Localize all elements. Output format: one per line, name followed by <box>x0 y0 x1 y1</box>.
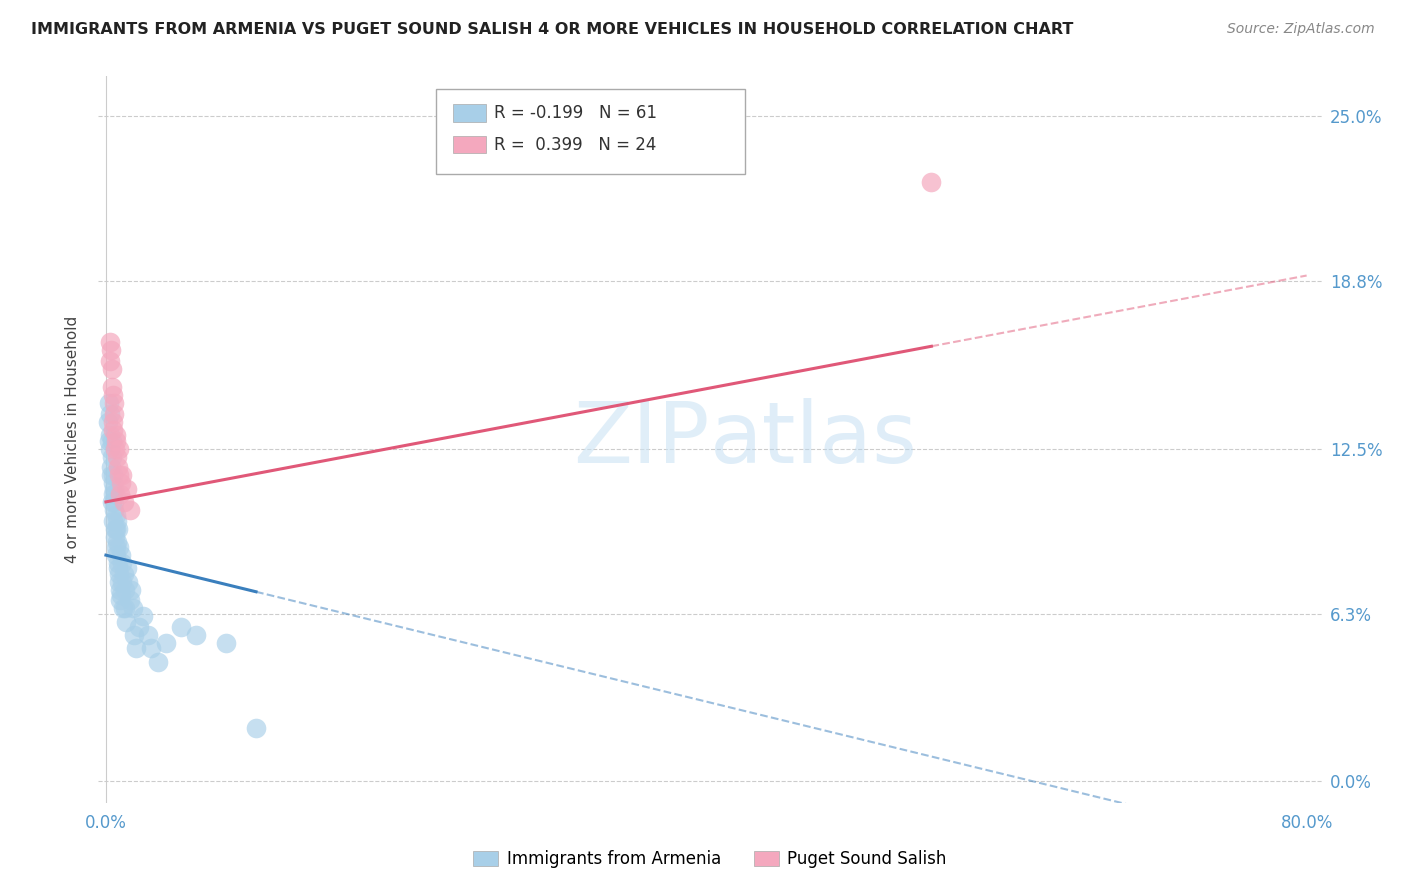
Point <box>107 460 129 475</box>
Point <box>105 548 128 562</box>
Point <box>122 601 145 615</box>
Point <box>103 495 125 509</box>
Text: atlas: atlas <box>710 398 918 481</box>
Point <box>103 407 125 421</box>
Point <box>112 495 135 509</box>
Point <box>107 556 129 570</box>
Point <box>105 450 128 464</box>
Point <box>128 620 150 634</box>
Point <box>100 460 122 475</box>
Point <box>98 407 121 421</box>
Point <box>108 593 131 607</box>
Point <box>111 574 134 589</box>
Point <box>111 468 134 483</box>
Point <box>100 450 122 464</box>
Point <box>101 380 124 394</box>
Point <box>104 540 127 554</box>
Point <box>124 628 146 642</box>
Point <box>104 529 127 543</box>
Point <box>155 636 177 650</box>
Point <box>115 561 138 575</box>
Point <box>110 548 132 562</box>
Point <box>125 641 148 656</box>
Point <box>105 522 128 536</box>
Point <box>148 655 170 669</box>
Text: ZIP: ZIP <box>574 398 710 481</box>
Point <box>108 566 131 581</box>
Point <box>103 423 125 437</box>
Point <box>104 508 127 523</box>
Point <box>103 503 125 517</box>
Point <box>184 628 207 642</box>
Point <box>170 620 193 634</box>
Point <box>101 487 124 501</box>
Point <box>100 468 122 483</box>
Point <box>105 514 128 528</box>
Point <box>103 482 125 496</box>
Point <box>105 434 128 448</box>
Text: R =  0.399   N = 24: R = 0.399 N = 24 <box>494 136 655 153</box>
Text: Source: ZipAtlas.com: Source: ZipAtlas.com <box>1227 22 1375 37</box>
Point <box>114 582 136 597</box>
Point <box>114 601 136 615</box>
Point <box>215 636 238 650</box>
Point <box>136 628 159 642</box>
Point <box>108 487 131 501</box>
Point <box>112 566 135 581</box>
Point <box>245 721 267 735</box>
Point <box>110 476 132 491</box>
Point <box>104 428 127 442</box>
Point <box>107 561 129 575</box>
Point <box>100 428 122 442</box>
Point <box>139 641 162 656</box>
Point <box>101 388 124 402</box>
Legend: Immigrants from Armenia, Puget Sound Salish: Immigrants from Armenia, Puget Sound Sal… <box>467 843 953 874</box>
Point <box>98 442 121 456</box>
Point <box>101 476 124 491</box>
Point <box>107 574 129 589</box>
Point <box>100 353 122 368</box>
Point <box>101 434 124 448</box>
Point <box>115 482 138 496</box>
Point <box>101 415 124 429</box>
Text: IMMIGRANTS FROM ARMENIA VS PUGET SOUND SALISH 4 OR MORE VEHICLES IN HOUSEHOLD CO: IMMIGRANTS FROM ARMENIA VS PUGET SOUND S… <box>31 22 1073 37</box>
Point <box>105 534 128 549</box>
Point <box>120 582 142 597</box>
Point <box>98 335 121 350</box>
Point <box>100 343 122 357</box>
Point <box>104 487 127 501</box>
Point <box>117 574 139 589</box>
Point <box>98 396 121 410</box>
Point <box>108 540 131 554</box>
Point <box>100 361 122 376</box>
Point <box>97 434 120 448</box>
Point <box>110 588 132 602</box>
Point <box>118 503 141 517</box>
Point <box>920 175 942 189</box>
Point <box>115 615 138 629</box>
Point <box>107 442 129 456</box>
Point <box>108 468 131 483</box>
Point <box>101 495 124 509</box>
Point <box>104 442 127 456</box>
Point <box>111 556 134 570</box>
Point <box>104 522 127 536</box>
Point <box>103 514 125 528</box>
Point <box>132 609 155 624</box>
Point <box>103 396 125 410</box>
Point <box>103 468 125 483</box>
Text: R = -0.199   N = 61: R = -0.199 N = 61 <box>494 104 657 122</box>
Point <box>108 582 131 597</box>
Point <box>112 601 135 615</box>
Point <box>118 593 141 607</box>
Y-axis label: 4 or more Vehicles in Household: 4 or more Vehicles in Household <box>65 316 80 563</box>
Point <box>107 522 129 536</box>
Point <box>97 415 120 429</box>
